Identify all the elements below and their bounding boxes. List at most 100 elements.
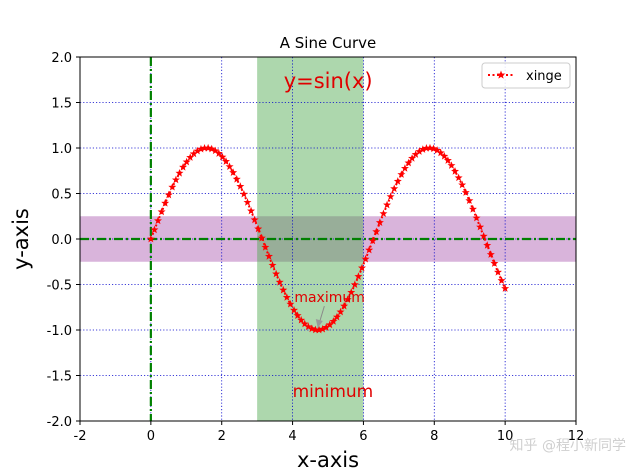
data-point-star xyxy=(218,152,227,161)
data-point-star xyxy=(282,293,291,301)
data-point-star xyxy=(275,278,284,286)
data-point-star xyxy=(154,216,163,225)
data-point-star xyxy=(468,204,477,213)
data-point-star xyxy=(264,252,273,260)
data-point-star xyxy=(186,153,195,161)
data-point-star xyxy=(461,188,470,196)
minimum-label: minimum xyxy=(293,382,374,402)
data-point-star xyxy=(279,285,288,294)
data-point-star xyxy=(239,189,248,198)
data-point-star xyxy=(157,207,166,216)
data-point-star xyxy=(343,295,352,303)
data-point-star xyxy=(476,222,485,231)
y-axis-label: y-axis xyxy=(9,208,33,270)
data-point-star xyxy=(332,312,341,321)
y-tick-label: 1.5 xyxy=(51,97,72,112)
data-point-star xyxy=(193,146,202,155)
data-point-star xyxy=(290,306,298,314)
data-point-star xyxy=(189,149,198,158)
data-point-star xyxy=(415,147,424,155)
annotation-layer: y=sin(x) maximum minimum xyxy=(284,69,374,402)
data-point-star xyxy=(418,145,427,153)
data-point-star xyxy=(458,180,467,189)
series-layer xyxy=(146,143,510,334)
legend-entry-xinge: xinge xyxy=(526,69,562,84)
data-point-star xyxy=(268,261,277,269)
x-tick-label: 12 xyxy=(568,429,585,444)
data-point-star xyxy=(368,236,377,245)
data-point-star xyxy=(379,209,388,218)
y-tick-label: -1.5 xyxy=(47,370,72,385)
data-point-star xyxy=(400,164,409,172)
data-point-star xyxy=(390,184,399,193)
data-point-star xyxy=(236,182,245,190)
data-point-star xyxy=(304,322,313,331)
data-point-star xyxy=(175,169,184,177)
x-tick-label: 10 xyxy=(497,429,514,444)
data-point-star xyxy=(225,162,234,171)
data-point-star xyxy=(325,320,334,329)
data-point-star xyxy=(200,143,209,152)
y-tick-label: 0.5 xyxy=(51,188,72,203)
data-point-star xyxy=(293,311,302,319)
data-point-star xyxy=(222,157,230,165)
data-point-star xyxy=(422,144,431,152)
data-point-star xyxy=(411,150,420,158)
data-point-star xyxy=(257,233,266,242)
data-point-star xyxy=(429,144,438,153)
data-point-star xyxy=(375,218,384,226)
data-point-star xyxy=(472,213,481,222)
data-point-star xyxy=(229,168,238,176)
data-point-star xyxy=(454,173,463,182)
data-point-star xyxy=(483,241,492,249)
watermark: 知乎 @程小新同学 xyxy=(509,438,626,454)
data-point-star xyxy=(497,276,506,284)
legend-marker-star xyxy=(496,70,506,79)
maximum-annotation: maximum xyxy=(294,290,365,306)
x-tick-label: -2 xyxy=(74,429,87,444)
data-point-star xyxy=(329,317,338,325)
data-point-star xyxy=(440,152,449,160)
x-tick-label: 0 xyxy=(147,429,155,444)
legend-box xyxy=(481,62,571,89)
data-point-star xyxy=(451,167,460,175)
data-point-star xyxy=(354,272,363,280)
data-point-star xyxy=(347,288,356,296)
data-point-star xyxy=(164,190,173,199)
equation-label: y=sin(x) xyxy=(284,69,373,93)
data-point-star xyxy=(433,146,442,154)
annotation-arrow-head xyxy=(315,319,323,328)
data-point-star xyxy=(436,148,445,157)
data-point-star xyxy=(243,198,252,206)
data-point-star xyxy=(486,250,495,258)
data-point-star xyxy=(479,231,488,240)
x-tick-label: 6 xyxy=(359,429,367,444)
data-point-star xyxy=(171,175,180,184)
data-point-star xyxy=(393,177,402,185)
data-point-star xyxy=(168,182,177,191)
data-point-star xyxy=(350,280,359,289)
data-point-star xyxy=(397,170,406,178)
data-point-star xyxy=(272,269,281,278)
data-point-star xyxy=(404,158,413,167)
data-point-star xyxy=(211,146,220,155)
data-point-star xyxy=(358,263,366,272)
data-point-star xyxy=(372,227,381,236)
data-point-star xyxy=(232,174,241,183)
data-point-star xyxy=(182,157,191,166)
data-point-star xyxy=(150,225,159,234)
legend: xinge xyxy=(481,62,571,89)
data-point-star xyxy=(383,200,392,209)
data-point-star xyxy=(408,154,417,162)
y-tick-label: -2.0 xyxy=(47,415,72,430)
data-point-star xyxy=(297,315,306,324)
data-point-star xyxy=(447,161,456,169)
data-point-star xyxy=(501,284,510,292)
data-point-star xyxy=(490,259,499,267)
chart-title: A Sine Curve xyxy=(280,34,376,52)
data-point-star xyxy=(261,243,270,251)
data-point-star xyxy=(465,196,474,205)
data-point-star xyxy=(315,325,324,334)
data-point-star xyxy=(322,323,331,331)
